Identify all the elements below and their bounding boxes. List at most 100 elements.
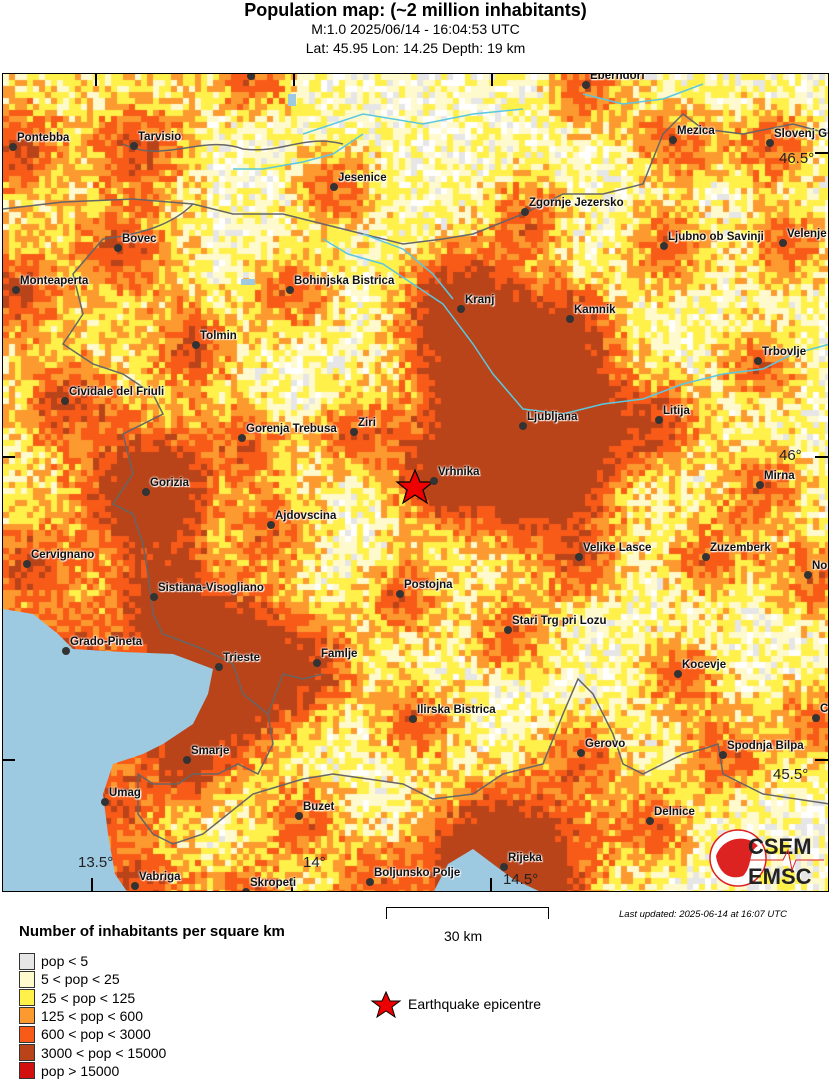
city-marker: [183, 756, 191, 764]
city-label: Mirna: [764, 470, 795, 482]
adriatic-sea: [3, 609, 213, 891]
city-marker: [238, 434, 246, 442]
city-marker: [131, 882, 139, 890]
legend-label: 125 < pop < 600: [41, 1007, 143, 1024]
legend-swatch: [19, 1044, 35, 1061]
city-marker: [754, 357, 762, 365]
city-label: Zgornje Jezersko: [529, 197, 624, 209]
city-marker: [582, 81, 590, 89]
city-label: Tarvisio: [138, 131, 182, 143]
city-label: Spodnja Bilpa: [727, 740, 804, 752]
city-marker: [812, 714, 820, 722]
city-label: Slovenj G: [774, 128, 828, 140]
city-label: C: [820, 703, 829, 715]
red-star-icon: [395, 468, 435, 505]
event-info: M:1.0 2025/06/14 - 16:04:53 UTC: [311, 21, 520, 37]
city-marker: [114, 244, 122, 252]
city-label: Stari Trg pri Lozu: [512, 615, 607, 627]
legend-title: Number of inhabitants per square km: [19, 923, 285, 940]
city-label: Umag: [109, 787, 141, 799]
city-label: Postojna: [404, 579, 453, 591]
city-label: Trieste: [223, 652, 261, 664]
city-label: Velike Lasce: [583, 542, 652, 554]
lon-label: 14°: [303, 854, 326, 871]
city-label: Mezica: [677, 125, 715, 137]
city-marker: [719, 751, 727, 759]
city-marker: [130, 142, 138, 150]
legend-label: 600 < pop < 3000: [41, 1026, 151, 1043]
logo-text-emsc: EMSC: [748, 864, 812, 889]
city-marker: [12, 286, 20, 294]
legend-label: 25 < pop < 125: [41, 989, 136, 1006]
city-label: Jesenice: [338, 172, 387, 184]
city-label: Cividale del Friuli: [69, 386, 165, 398]
lon-label: 13.5°: [78, 854, 114, 871]
city-marker: [192, 341, 200, 349]
country-border: [61, 203, 324, 716]
city-marker: [519, 422, 527, 430]
lat-label: 46°: [779, 447, 802, 464]
city-marker: [521, 208, 529, 216]
legend-item: 600 < pop < 3000: [19, 1025, 151, 1043]
city-label: Kocevje: [682, 659, 727, 671]
legend-swatch: [19, 952, 35, 970]
legend-item: 25 < pop < 125: [19, 989, 135, 1007]
city-label: Ilirska Bistrica: [417, 704, 496, 716]
river: [302, 83, 704, 135]
city-label: No: [812, 560, 828, 572]
lat-label: 45.5°: [773, 766, 809, 783]
city-marker: [366, 878, 374, 886]
city-label: Kranj: [465, 294, 495, 306]
legend-item: pop < 5: [19, 952, 88, 970]
city-marker: [350, 428, 358, 436]
country-border: [3, 113, 828, 245]
city-marker: [396, 590, 404, 598]
city-label: Vrhnika: [438, 466, 480, 478]
legend-swatch: [19, 1025, 35, 1043]
city-marker: [242, 888, 250, 891]
city-marker: [295, 812, 303, 820]
city-label: Rijeka: [508, 852, 542, 864]
city-label: Gorizia: [150, 477, 189, 489]
legend-swatch: [19, 970, 35, 988]
city-marker: [804, 571, 812, 579]
epicentre-label: Earthquake epicentre: [408, 996, 542, 1012]
city-label: Sistiana-Visogliano: [158, 582, 264, 594]
city-marker: [575, 553, 583, 561]
city-marker: [577, 749, 585, 757]
map-overlay: [3, 74, 828, 891]
red-star-icon: [370, 990, 402, 1018]
city-label: Gorenja Trebusa: [246, 423, 337, 435]
city-label: Famlje: [321, 648, 358, 660]
scale-label: 30 km: [444, 928, 483, 944]
city-marker: [313, 659, 321, 667]
city-label: Litija: [663, 405, 690, 417]
city-marker: [215, 663, 223, 671]
city-label: Zuzemberk: [710, 542, 771, 554]
city-label: Eberndorf: [590, 73, 645, 82]
river: [362, 233, 454, 300]
city-marker: [766, 139, 774, 147]
legend-label: 3000 < pop < 15000: [41, 1044, 167, 1061]
city-marker: [779, 239, 787, 247]
emsc-logo: CSEM EMSC: [709, 829, 824, 889]
legend-label: pop < 5: [41, 953, 89, 969]
city-marker: [504, 626, 512, 634]
city-marker: [457, 305, 465, 313]
city-marker: [23, 560, 31, 568]
scale-bar: [386, 907, 549, 919]
city-label: Cervignano: [31, 549, 95, 561]
city-marker: [267, 521, 275, 529]
page-title: Population map: (~2 million inhabitants): [244, 0, 587, 20]
city-marker: [101, 798, 109, 806]
population-map[interactable]: VillachEberndorfPontebbaTarvisioMezicaSl…: [2, 73, 829, 892]
legend-swatch: [19, 1007, 35, 1025]
city-marker: [756, 481, 764, 489]
event-location: Lat: 45.95 Lon: 14.25 Depth: 19 km: [305, 40, 526, 56]
city-label: Grado-Pineta: [70, 636, 143, 648]
city-marker: [286, 286, 294, 294]
legend-item: 3000 < pop < 15000: [19, 1044, 166, 1062]
city-label: Smarje: [191, 745, 230, 757]
city-label: Ljubno ob Savinji: [668, 231, 764, 243]
city-marker: [430, 477, 438, 485]
